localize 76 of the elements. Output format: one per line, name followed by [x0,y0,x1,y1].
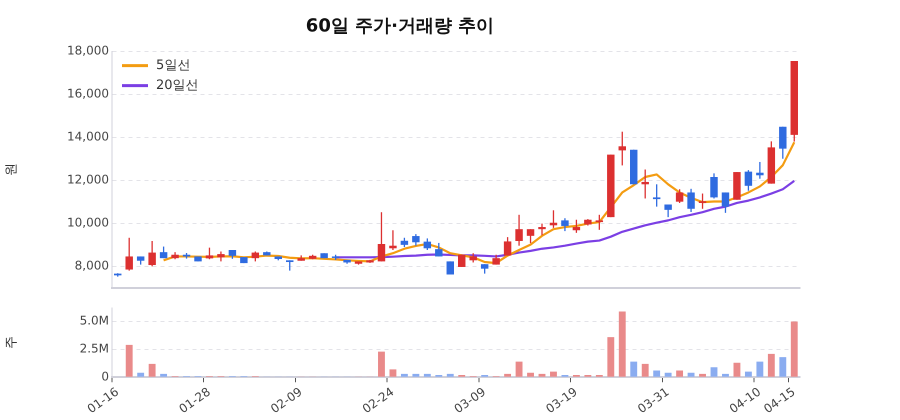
candlestick [756,161,764,180]
bar [424,374,431,377]
candlestick [148,240,156,267]
candlestick [480,264,488,274]
bar [630,362,638,377]
candlestick [676,188,684,204]
bar [790,322,798,377]
bar [618,312,626,377]
bar [676,370,684,377]
bar [516,362,523,377]
bar [378,352,385,377]
bar [160,374,168,377]
bar [744,372,752,377]
y-tick-label: 0 [101,369,109,384]
candlestick [206,246,214,260]
candlestick [378,212,386,262]
candlestick [550,210,558,229]
candlestick [412,233,420,246]
candlestick [515,214,523,246]
y-tick-label: 14,000 [67,130,109,144]
candlestick [722,192,730,214]
candlestick [458,254,466,268]
bar [642,364,649,377]
bar [538,374,546,377]
bar [550,372,557,377]
y-tick-label: 16,000 [67,86,109,101]
candlestick [400,237,408,248]
bar [389,369,396,377]
candlestick [641,168,649,200]
bar [779,357,786,377]
candlestick [618,131,626,166]
candlestick [125,237,133,272]
candlestick [504,236,512,256]
bar [148,364,156,377]
bar [699,374,706,377]
bar [607,337,614,377]
legend-label: 20일선 [156,78,199,93]
candlestick [710,172,718,200]
legend-label: 5일선 [156,58,190,73]
chart-title: 60일 주가·거래량 추이 [306,15,494,36]
candlestick [424,238,432,251]
bar [126,344,133,377]
candlestick [687,188,695,213]
candlestick [446,260,454,276]
bar [400,374,408,377]
bar [756,362,764,377]
y-tick-label: 10,000 [67,216,109,230]
candlestick [252,250,260,262]
candlestick [435,242,443,258]
bar [527,372,534,377]
bar [722,374,729,377]
y-axis-title: 주 [4,336,20,350]
bar [664,372,672,377]
y-tick-label: 12,000 [67,172,109,187]
y-tick-label: 5.0M [80,314,109,328]
bar [137,372,144,377]
candlestick [561,218,569,232]
bar [504,374,512,377]
bar [412,374,420,377]
y-axis-title: 원 [4,163,20,176]
bar [688,372,695,377]
bar [733,362,740,377]
y-tick-label: 18,000 [67,44,109,58]
bar [768,354,775,377]
y-tick-label: 2.5M [80,342,109,356]
candlestick [526,228,534,244]
candlestick [572,219,580,234]
candlestick [744,169,752,192]
bar [710,367,718,377]
bar [653,370,660,377]
candlestick [389,230,397,251]
y-tick-label: 8,000 [74,258,109,272]
candlestick [779,126,787,160]
candlestick [217,250,225,262]
candlestick [469,252,477,264]
candlestick [664,204,672,218]
